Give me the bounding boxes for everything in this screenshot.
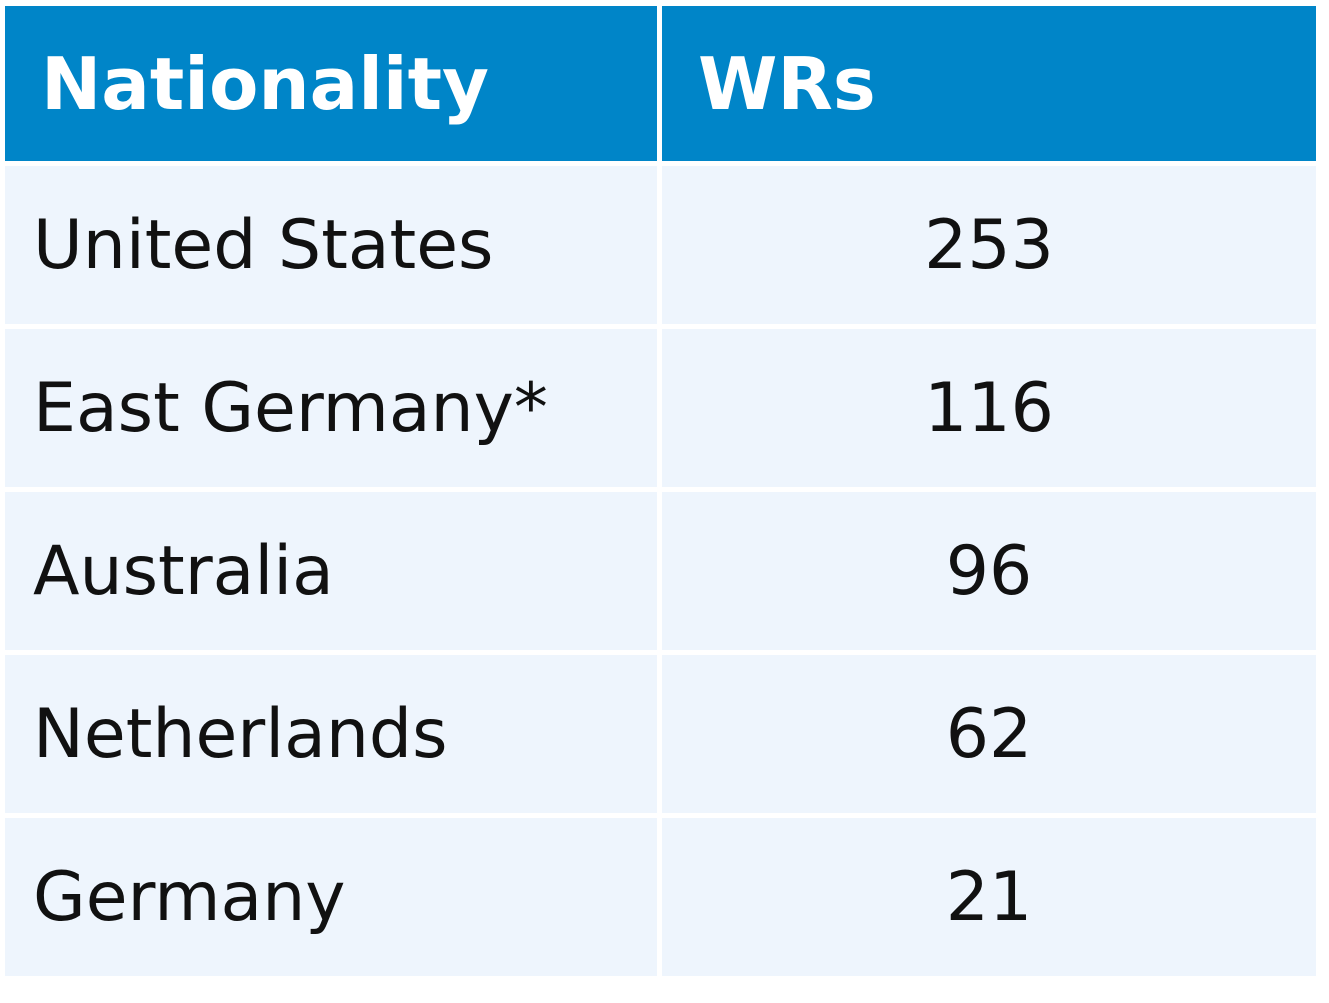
wrs-cell: 253	[662, 166, 1316, 324]
header-cell: Nationality	[5, 6, 657, 161]
table: Nationality WRs United States 253 East Ger…	[0, 1, 1321, 981]
table-row: Netherlands 62	[5, 655, 1316, 813]
table-row: East Germany* 116	[5, 329, 1316, 487]
nationality-cell: Netherlands	[5, 655, 657, 813]
table-body: United States 253 East Germany* 116 Australi…	[5, 166, 1316, 976]
table-row: Australia 96	[5, 492, 1316, 650]
wrs-cell: 96	[662, 492, 1316, 650]
table-row: United States 253	[5, 166, 1316, 324]
nationality-cell: United States	[5, 166, 657, 324]
table-row: Germany 21	[5, 818, 1316, 976]
header-cell: WRs	[662, 6, 1316, 161]
wrs-cell: 21	[662, 818, 1316, 976]
nationality-cell: Germany	[5, 818, 657, 976]
nationality-cell: East Germany*	[5, 329, 657, 487]
nationality-cell: Australia	[5, 492, 657, 650]
wrs-cell: 116	[662, 329, 1316, 487]
wrs-cell: 62	[662, 655, 1316, 813]
header-row: Nationality WRs	[5, 6, 1316, 161]
